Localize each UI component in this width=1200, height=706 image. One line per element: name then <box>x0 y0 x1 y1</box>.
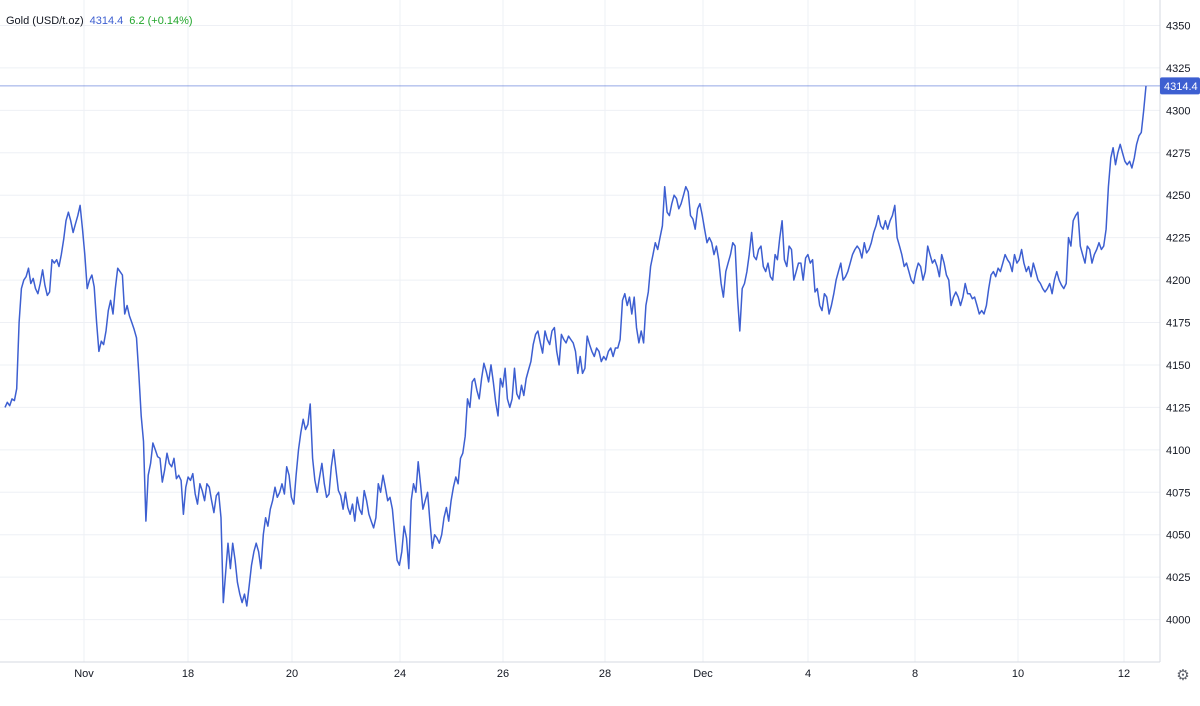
x-tick-label: 10 <box>1012 668 1024 680</box>
price-tag: 4314.4 <box>1160 77 1200 95</box>
y-tick-label: 4225 <box>1166 233 1190 245</box>
x-tick-label: 26 <box>497 668 509 680</box>
gear-icon[interactable]: ⚙ <box>1176 667 1190 684</box>
y-tick-label: 4075 <box>1166 487 1190 499</box>
y-tick-label: 4325 <box>1166 63 1190 75</box>
x-tick-label: 12 <box>1118 668 1130 680</box>
y-tick-label: 4200 <box>1166 275 1190 287</box>
x-tick-label: 18 <box>182 668 194 680</box>
price-tag-value: 4314.4 <box>1164 81 1198 93</box>
x-tick-label: 28 <box>599 668 611 680</box>
legend-last-price: 4314.4 <box>89 15 124 27</box>
x-tick-label: Nov <box>74 668 94 680</box>
y-tick-label: 4300 <box>1166 105 1190 117</box>
x-tick-label: Dec <box>693 668 713 680</box>
y-tick-label: 4175 <box>1166 318 1190 330</box>
legend: Gold (USD/t.oz) 4314.4 6.2 (+0.14%) <box>6 15 199 27</box>
price-tag-background <box>1160 77 1200 95</box>
y-tick-label: 4150 <box>1166 360 1190 372</box>
y-tick-label: 4025 <box>1166 572 1190 584</box>
x-tick-label: 20 <box>286 668 298 680</box>
y-axis-ticks: 4000 4025 4050 4075 4100 4125 4150 4175 4200 4225… <box>1166 20 1190 626</box>
x-tick-label: 8 <box>912 668 918 680</box>
legend-symbol: Gold (USD/t.oz) <box>6 15 84 27</box>
x-axis-ticks: Nov 18 20 24 26 28 Dec 4 8 10 12 <box>74 668 1130 680</box>
series-line-gold <box>4 85 1147 607</box>
y-tick-label: 4100 <box>1166 445 1190 457</box>
y-tick-label: 4275 <box>1166 148 1190 160</box>
y-tick-label: 4125 <box>1166 402 1190 414</box>
legend-change: 6.2 (+0.14%) <box>129 15 193 27</box>
y-tick-label: 4000 <box>1166 615 1190 627</box>
x-tick-label: 4 <box>805 668 811 680</box>
y-tick-label: 4250 <box>1166 190 1190 202</box>
x-tick-label: 24 <box>394 668 406 680</box>
y-tick-label: 4350 <box>1166 20 1190 32</box>
y-tick-label: 4050 <box>1166 530 1190 542</box>
grid-layer <box>0 0 1160 662</box>
